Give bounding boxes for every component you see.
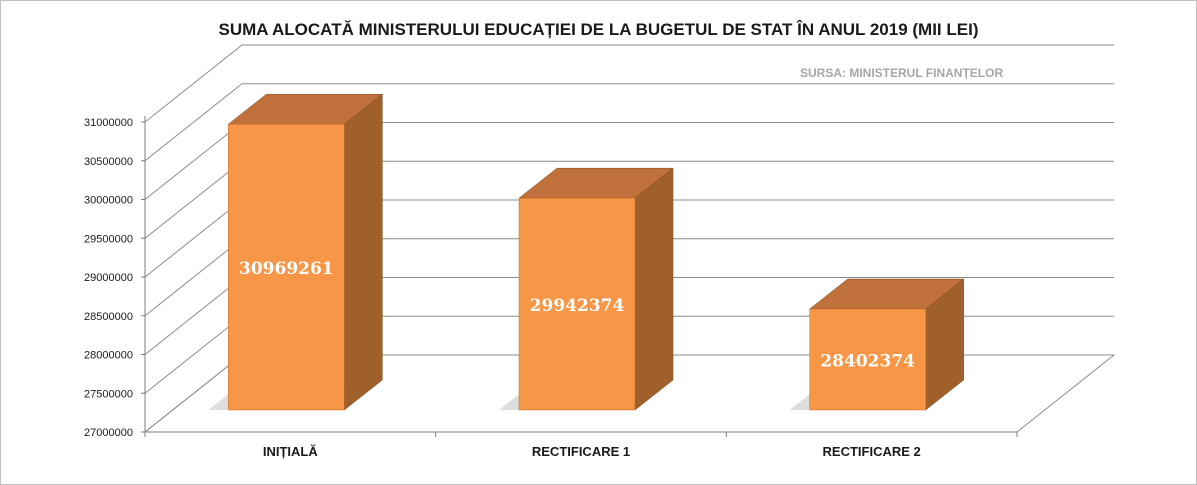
bar-data-label: 29942374: [530, 296, 625, 316]
y-tick-label: 31000000: [84, 117, 133, 129]
bar-data-label: 30969261: [239, 259, 334, 279]
chart-source-note: SURSA: MINISTERUL FINANȚELOR: [800, 66, 1004, 80]
x-tick-label: RECTIFICARE 2: [823, 444, 921, 459]
y-tick-label: 28500000: [84, 311, 133, 323]
y-tick-label: 29500000: [84, 233, 133, 245]
bar: 30969261: [208, 93, 384, 411]
gridline: [144, 44, 1114, 123]
bar-data-label: 28402374: [820, 352, 915, 372]
y-tick-label: 30000000: [84, 195, 133, 207]
bars: 30969261 29942374 28402374: [208, 93, 965, 411]
y-tick-label: 27500000: [84, 388, 133, 400]
bar: 28402374: [789, 278, 965, 411]
axes: [141, 116, 1018, 437]
x-tick-label: RECTIFICARE 1: [532, 444, 630, 459]
x-tick-label: INIȚIALĂ: [263, 444, 318, 459]
bar-side-face: [634, 167, 674, 411]
y-tick-label: 28000000: [84, 350, 133, 362]
chart-title: SUMA ALOCATĂ MINISTERULUI EDUCAȚIEI DE L…: [218, 20, 979, 39]
bar-side-face: [344, 93, 383, 411]
bar-front-face: [809, 308, 926, 411]
bar: 29942374: [499, 167, 674, 411]
y-tick-label: 27000000: [84, 427, 133, 439]
y-tick-label: 30500000: [84, 156, 133, 168]
y-tick-label: 29000000: [84, 272, 133, 284]
gridline: [144, 83, 1114, 162]
bar-front-face: [228, 123, 345, 411]
y-tick-labels: 27000000 27500000 28000000 28500000 29000000…: [84, 117, 133, 439]
x-tick-labels: INIȚIALĂ RECTIFICARE 1 RECTIFICARE 2: [263, 444, 921, 459]
bar-front-face: [518, 197, 636, 411]
